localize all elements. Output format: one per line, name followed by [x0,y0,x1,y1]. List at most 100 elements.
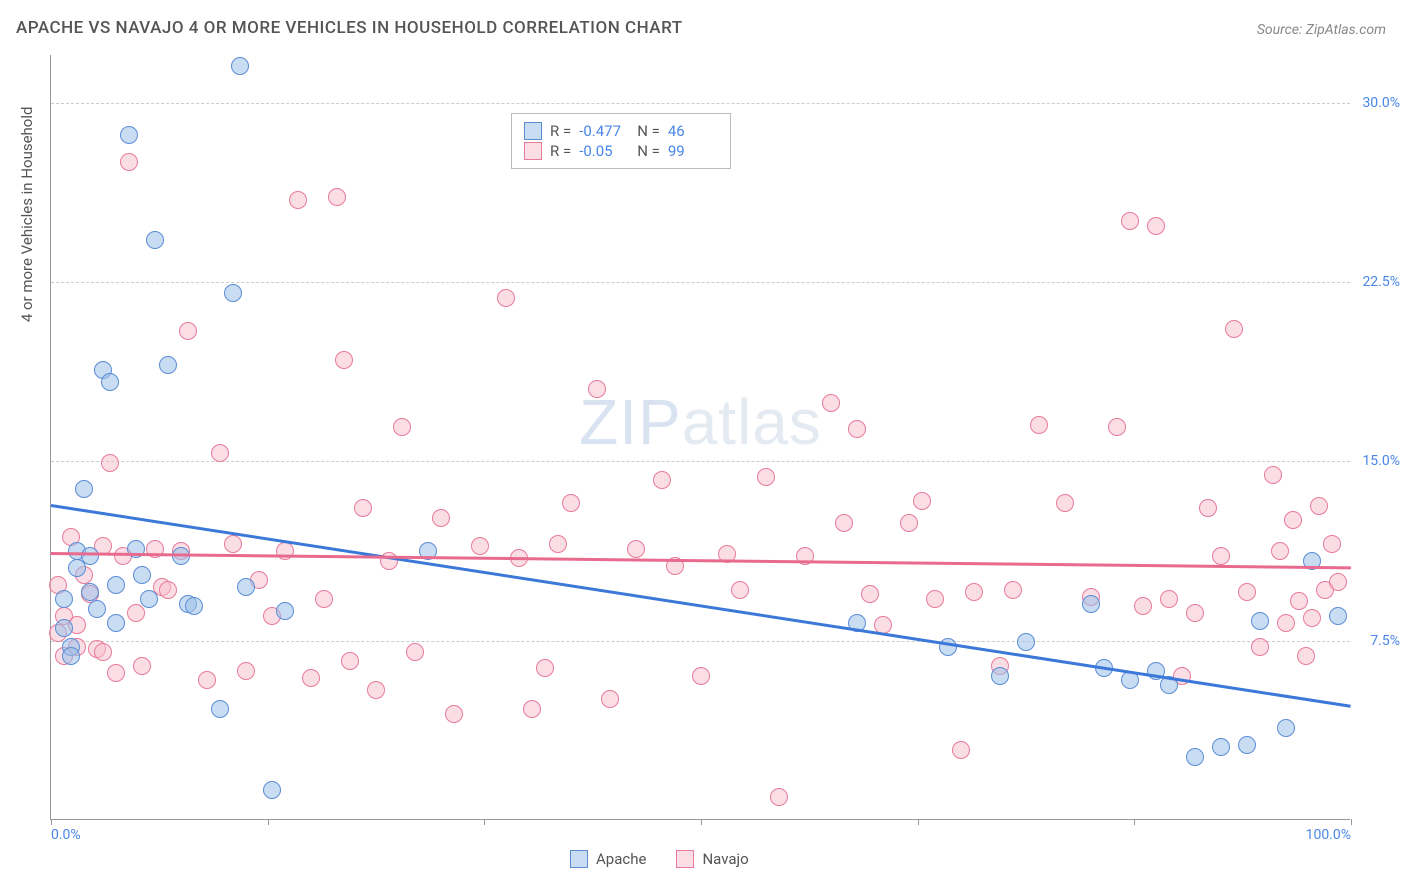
data-point [1238,583,1256,601]
data-point [393,418,411,436]
data-point [1199,499,1217,517]
data-point [445,705,463,723]
data-point [198,671,216,689]
data-point [471,537,489,555]
data-point [107,614,125,632]
data-point [159,356,177,374]
data-point [341,652,359,670]
xtick-label: 0.0% [51,827,81,843]
data-point [497,289,515,307]
data-point [835,514,853,532]
data-point [1238,736,1256,754]
xtick [268,819,269,825]
data-point [1290,592,1308,610]
data-point [1212,547,1230,565]
data-point [1251,638,1269,656]
data-point [822,394,840,412]
data-point [1108,418,1126,436]
data-point [406,643,424,661]
data-point [55,619,73,637]
data-point [315,590,333,608]
data-point [302,669,320,687]
xtick [918,819,919,825]
data-point [1186,748,1204,766]
xtick [1351,819,1352,825]
data-point [1160,590,1178,608]
data-point [1277,614,1295,632]
data-point [523,700,541,718]
data-point [159,581,177,599]
data-point [185,597,203,615]
data-point [1329,607,1347,625]
ytick-label: 15.0% [1354,453,1400,469]
data-point [952,741,970,759]
data-point [653,471,671,489]
watermark: ZIPatlas [579,385,822,459]
data-point [900,514,918,532]
data-point [276,542,294,560]
data-point [1323,535,1341,553]
data-point [1277,719,1295,737]
data-point [107,576,125,594]
data-point [1284,511,1302,529]
data-point [1329,573,1347,591]
data-point [1303,609,1321,627]
data-point [1056,494,1074,512]
swatch-navajo-icon [524,142,542,160]
chart-title: APACHE VS NAVAJO 4 OR MORE VEHICLES IN H… [16,18,683,38]
ytick-label: 22.5% [1354,274,1400,290]
data-point [94,643,112,661]
data-point [1297,647,1315,665]
data-point [913,492,931,510]
series-legend: Apache Navajo [570,850,749,868]
data-point [127,604,145,622]
data-point [172,547,190,565]
r-value-apache: -0.477 [579,122,629,140]
data-point [926,590,944,608]
swatch-apache-icon [570,850,588,868]
gridline [51,103,1350,104]
ytick-label: 7.5% [1354,633,1400,649]
data-point [263,781,281,799]
ytick-label: 30.0% [1354,95,1400,111]
data-point [1186,604,1204,622]
data-point [757,468,775,486]
data-point [692,667,710,685]
data-point [101,454,119,472]
data-point [1017,633,1035,651]
source-attribution: Source: ZipAtlas.com [1257,22,1386,38]
data-point [1030,416,1048,434]
data-point [1134,597,1152,615]
data-point [1310,497,1328,515]
data-point [133,566,151,584]
data-point [770,788,788,806]
swatch-navajo-icon [676,850,694,868]
data-point [133,657,151,675]
data-point [237,662,255,680]
data-point [848,420,866,438]
n-label: N = [637,142,660,160]
stats-legend: R = -0.477 N = 46 R = -0.05 N = 99 [511,113,731,169]
stats-row-navajo: R = -0.05 N = 99 [524,142,718,160]
data-point [276,602,294,620]
data-point [601,690,619,708]
data-point [81,583,99,601]
data-point [965,583,983,601]
data-point [179,322,197,340]
data-point [120,126,138,144]
data-point [328,188,346,206]
data-point [731,581,749,599]
correlation-chart: APACHE VS NAVAJO 4 OR MORE VEHICLES IN H… [0,0,1406,892]
data-point [1264,466,1282,484]
xtick [1134,819,1135,825]
xtick [484,819,485,825]
data-point [75,480,93,498]
data-point [1271,542,1289,560]
data-point [62,647,80,665]
data-point [1147,217,1165,235]
data-point [432,509,450,527]
gridline [51,282,1350,283]
data-point [1251,612,1269,630]
data-point [237,578,255,596]
data-point [289,191,307,209]
